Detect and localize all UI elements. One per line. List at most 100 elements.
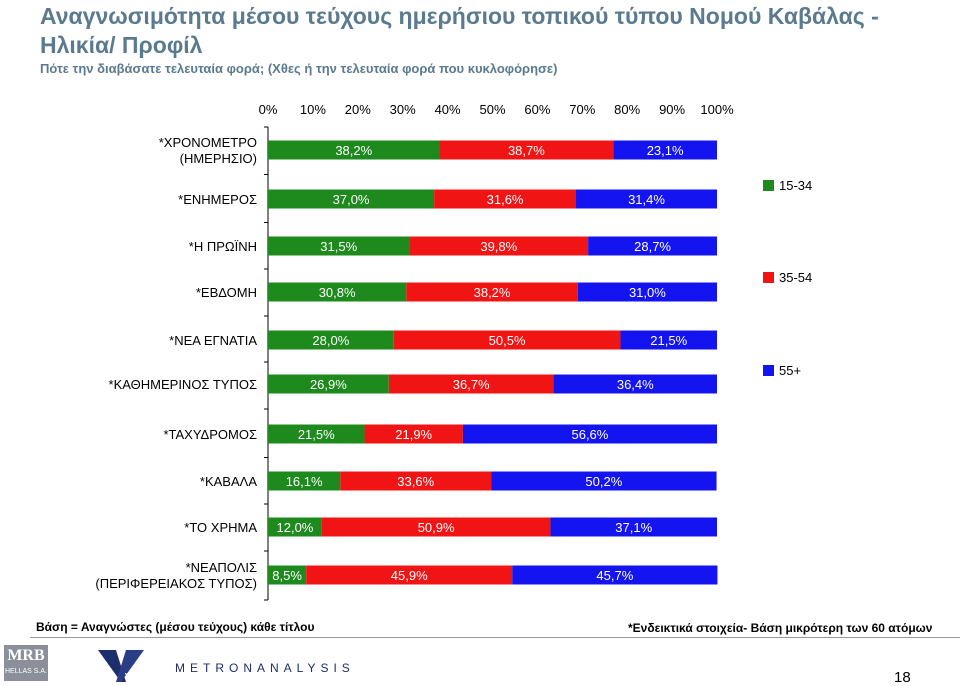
vprc-logo-text: VPRC: [125, 672, 144, 681]
data-label: 31,6%: [487, 192, 524, 207]
sample-note: *Ενδεικτικά στοιχεία- Βάση μικρότερη των…: [628, 621, 933, 635]
bar-segment: [321, 517, 551, 537]
category-label: *Η ΠΡΩΪΝΗ: [189, 239, 257, 254]
data-label: 37,1%: [615, 520, 652, 535]
x-tick-label: 80%: [614, 102, 640, 117]
bar-segment: [577, 282, 717, 302]
data-label: 26,9%: [310, 377, 347, 392]
x-tick-label: 0%: [259, 102, 278, 117]
metron-analysis-logo: METRONANALYSIS: [175, 661, 355, 675]
data-label: 39,8%: [480, 239, 517, 254]
data-label: 38,7%: [508, 143, 545, 158]
footer-divider: [30, 637, 960, 638]
data-label: 21,5%: [298, 427, 335, 442]
y-axis-labels: *ΧΡΟΝΟΜΕΤΡΟ (ΗΜΕΡΗΣΙΟ) *ΕΝΗΜΕΡΟΣ *Η ΠΡΩΪΝΗ *…: [95, 135, 257, 591]
bar-segment: [576, 189, 717, 209]
y-axis: [264, 126, 269, 601]
vprc-logo: VPRC: [98, 650, 144, 682]
bar-segment: [393, 330, 621, 350]
x-tick-label: 50%: [479, 102, 505, 117]
x-tick-label: 70%: [569, 102, 595, 117]
bar-segment: [613, 140, 717, 160]
mrb-logo-text: MRB: [7, 647, 45, 664]
bar-segment: [434, 189, 577, 209]
data-label: 30,8%: [319, 285, 356, 300]
category-label: *ΕΝΗΜΕΡΟΣ: [178, 192, 257, 207]
basis-note: Βάση = Αναγνώστες (μέσου τεύχους) κάθε τ…: [36, 620, 315, 634]
bar-segment: [268, 236, 410, 256]
bar-segment: [406, 282, 578, 302]
data-label: 38,2%: [474, 285, 511, 300]
legend-swatch: [763, 272, 774, 283]
category-label: *ΤΑΧΥΔΡΟΜΟΣ: [163, 427, 257, 442]
bar-segment: [512, 565, 718, 585]
data-label: 33,6%: [397, 474, 434, 489]
bar-segment: [553, 374, 717, 394]
category-label: *ΤΟ ΧΡΗΜΑ: [184, 520, 257, 535]
data-label: 31,0%: [629, 285, 666, 300]
category-label: *ΝΕΑΠΟΛΙΣ (ΠΕΡΙΦΕΡΕΙΑΚΟΣ ΤΥΠΟΣ): [95, 560, 257, 591]
data-label: 23,1%: [647, 143, 684, 158]
category-label: *ΚΑΒΑΛΑ: [200, 474, 257, 489]
chart-subtitle: Πότε την διαβάσατε τελευταία φορά; (Χθες…: [40, 61, 558, 76]
data-label: 12,0%: [277, 520, 314, 535]
bar-segment: [268, 330, 394, 350]
bar-segment: [439, 140, 614, 160]
data-label: 16,1%: [286, 474, 323, 489]
legend-label: 35-54: [779, 270, 812, 285]
legend: 15-34 35-54 55+: [763, 178, 812, 378]
data-label: 50,2%: [585, 474, 622, 489]
data-label: 21,5%: [650, 333, 687, 348]
bar-segment: [550, 517, 717, 537]
bar-segment: [268, 189, 435, 209]
category-label: *ΚΑΘΗΜΕΡΙΝΟΣ ΤΥΠΟΣ: [109, 377, 257, 392]
bar-segment: [388, 374, 554, 394]
bar-segment: [268, 282, 407, 302]
x-tick-label: 60%: [524, 102, 550, 117]
bar-segment: [409, 236, 589, 256]
bar-segment: [491, 471, 717, 491]
bars: 38,2% 38,7% 23,1% 37,0% 31,6% 31,4% 31,5% 39,8%…: [268, 140, 718, 585]
bar-segment: [268, 565, 307, 585]
data-label: 38,2%: [335, 143, 372, 158]
x-tick-label: 30%: [390, 102, 416, 117]
data-label: 28,7%: [634, 239, 671, 254]
data-label: 45,9%: [391, 568, 428, 583]
x-tick-label: 90%: [659, 102, 685, 117]
bar-segment: [268, 424, 365, 444]
data-label: 8,5%: [272, 568, 302, 583]
data-label: 31,5%: [320, 239, 357, 254]
data-label: 56,6%: [571, 427, 608, 442]
data-label: 28,0%: [312, 333, 349, 348]
bar-segment: [268, 374, 389, 394]
data-label: 50,5%: [489, 333, 526, 348]
bar-segment: [364, 424, 463, 444]
bar-segment: [268, 471, 341, 491]
category-label: *ΝΕΑ ΕΓΝΑΤΙΑ: [169, 333, 257, 348]
mrb-logo-subtext: HELLAS S.A.: [4, 668, 48, 675]
legend-swatch: [763, 365, 774, 376]
chart-title: Αναγνωσιμότητα μέσου τεύχους ημερήσιου τ…: [40, 3, 879, 58]
data-label: 50,9%: [418, 520, 455, 535]
page-number: 18: [894, 669, 911, 686]
x-tick-label: 100%: [700, 102, 734, 117]
category-label: *ΕΒΔΟΜΗ: [196, 285, 257, 300]
stacked-bar-chart: 0% 10% 20% 30% 40% 50% 60% 70% 80% 90% 100% *ΧΡΟΝΟ…: [95, 102, 812, 601]
data-label: 37,0%: [333, 192, 370, 207]
x-axis-ticks: 0% 10% 20% 30% 40% 50% 60% 70% 80% 90% 100%: [259, 102, 734, 117]
data-label: 36,7%: [453, 377, 490, 392]
data-label: 31,4%: [628, 192, 665, 207]
bar-segment: [620, 330, 717, 350]
data-label: 45,7%: [596, 568, 633, 583]
category-label: *ΧΡΟΝΟΜΕΤΡΟ (ΗΜΕΡΗΣΙΟ): [159, 135, 257, 166]
bar-segment: [588, 236, 717, 256]
bar-segment: [340, 471, 492, 491]
legend-label: 55+: [779, 363, 801, 378]
legend-label: 15-34: [779, 178, 812, 193]
bar-segment: [462, 424, 717, 444]
mrb-logo: MRB HELLAS S.A.: [4, 645, 48, 681]
data-label: 36,4%: [617, 377, 654, 392]
data-label: 21,9%: [395, 427, 432, 442]
legend-swatch: [763, 180, 774, 191]
x-tick-label: 40%: [435, 102, 461, 117]
